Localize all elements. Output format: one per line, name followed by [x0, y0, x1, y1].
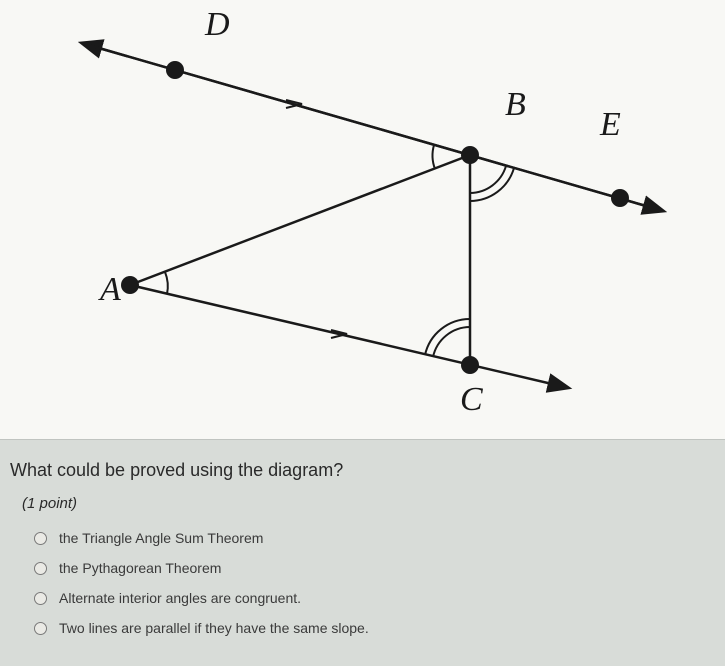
points-label: (1 point): [22, 495, 715, 512]
label-c: C: [460, 381, 483, 418]
point-a: [121, 276, 139, 294]
option-row[interactable]: the Triangle Angle Sum Theorem: [34, 530, 715, 546]
option-label: the Pythagorean Theorem: [59, 560, 221, 576]
question-area: What could be proved using the diagram? …: [0, 440, 725, 660]
radio-icon[interactable]: [34, 622, 47, 635]
option-label: the Triangle Angle Sum Theorem: [59, 530, 263, 546]
label-a: A: [98, 271, 121, 308]
option-row[interactable]: the Pythagorean Theorem: [34, 560, 715, 576]
geometry-diagram: D B E A C: [0, 0, 725, 440]
label-b: B: [505, 86, 526, 123]
angle-arc-c-2: [425, 319, 470, 355]
label-d: D: [204, 6, 230, 43]
question-text: What could be proved using the diagram?: [10, 460, 715, 481]
point-c: [461, 356, 479, 374]
radio-icon[interactable]: [34, 592, 47, 605]
radio-icon[interactable]: [34, 532, 47, 545]
radio-icon[interactable]: [34, 562, 47, 575]
point-d: [166, 61, 184, 79]
option-row[interactable]: Alternate interior angles are congruent.: [34, 590, 715, 606]
label-e: E: [599, 106, 621, 143]
option-label: Two lines are parallel if they have the …: [59, 620, 369, 636]
angle-arc-a: [165, 272, 168, 294]
line-ac-ext: [130, 285, 565, 387]
point-b: [461, 146, 479, 164]
segment-ab: [130, 155, 470, 285]
angle-arc-dba: [433, 145, 435, 169]
diagram-svg: D B E A C: [0, 0, 725, 440]
option-label: Alternate interior angles are congruent.: [59, 590, 301, 606]
option-row[interactable]: Two lines are parallel if they have the …: [34, 620, 715, 636]
point-e: [611, 189, 629, 207]
